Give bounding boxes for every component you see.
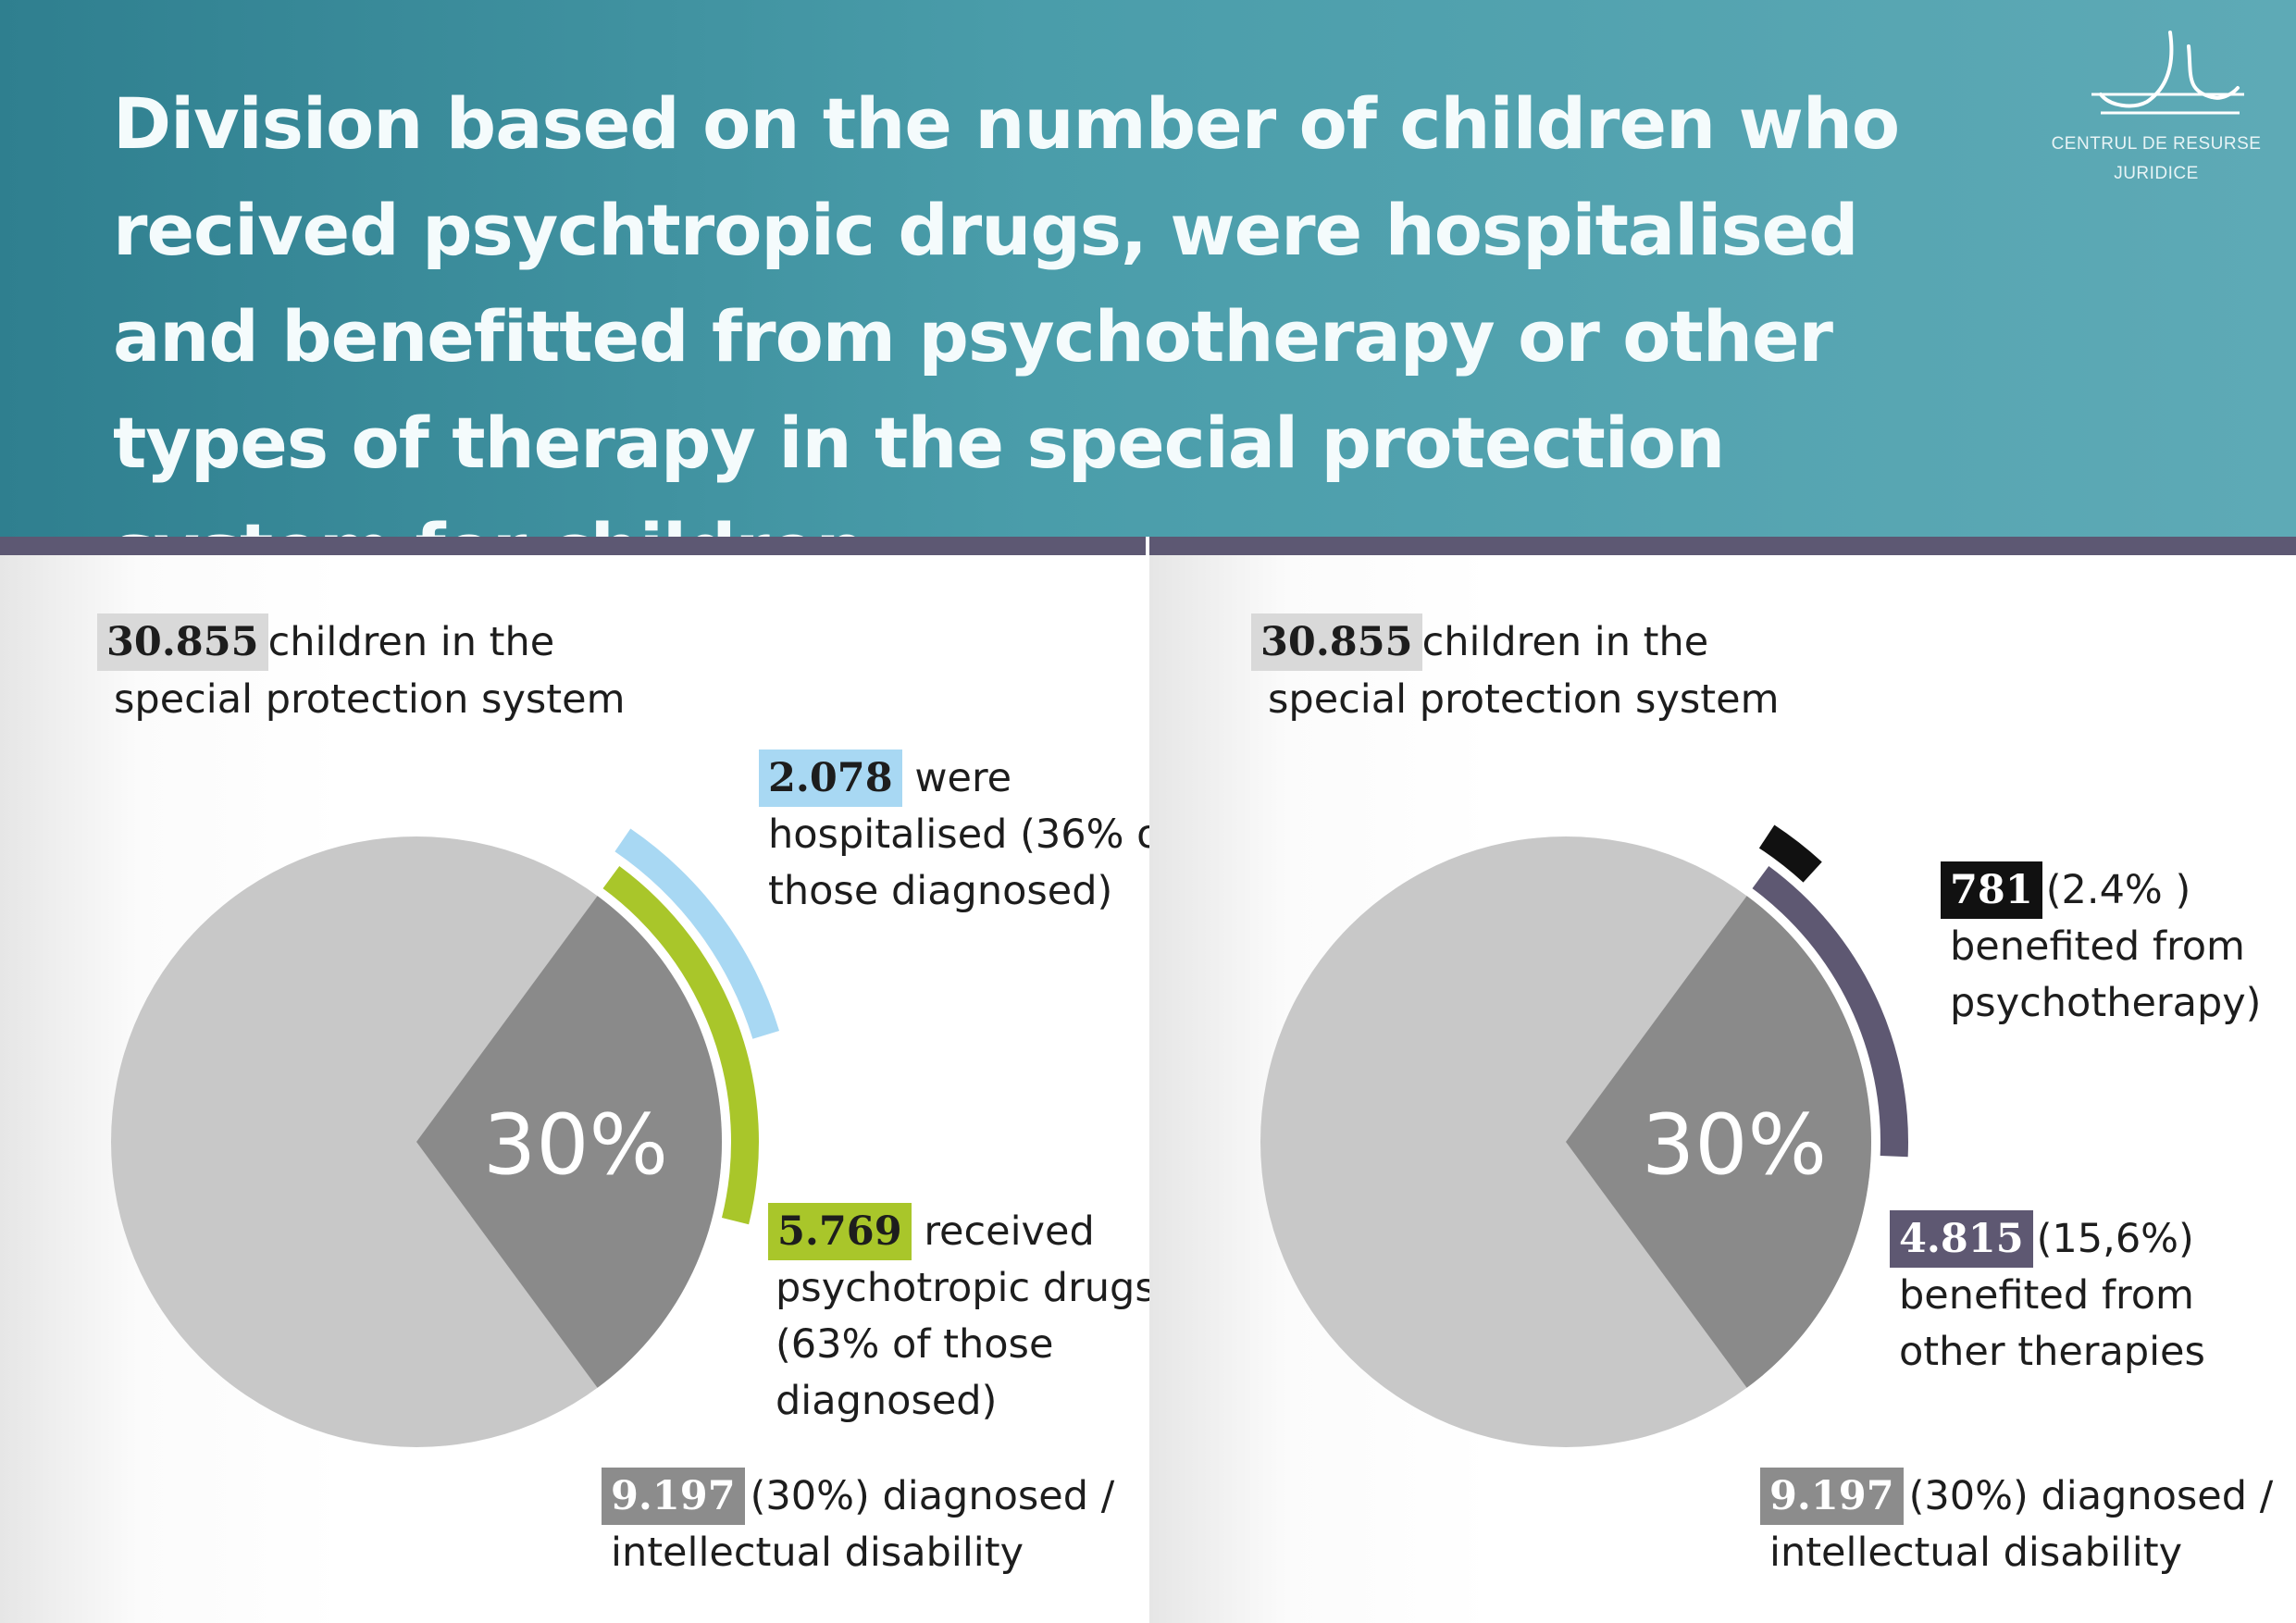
left-panel: 30% 30.855 children in the special protec… <box>0 555 1175 1623</box>
arc-hospitalised <box>614 828 780 1039</box>
page-title: Division based on the number of children… <box>113 82 1900 590</box>
diagnosed-text-1: (30%) diagnosed / <box>750 1473 1115 1519</box>
psychotherapy-text-1: (2.4% ) <box>2045 867 2191 913</box>
pie-slice-diagnosed <box>416 896 722 1388</box>
other-therapies-text-3: other therapies <box>1899 1329 2205 1375</box>
diagnosed-label: 9.197 (30%) diagnosed / intellectual disa… <box>602 1468 1114 1581</box>
right-panel: 30% 30.855 children in the special protec… <box>1149 555 2295 1623</box>
right-chart: 30% <box>1260 824 1908 1447</box>
logo-line-2: JURIDICE <box>2114 164 2199 183</box>
diagnosed-text-2: intellectual disability <box>611 1530 1024 1576</box>
drugs-text-2: psychotropic drugs <box>776 1265 1156 1311</box>
psychotherapy-number: 781 <box>1941 861 2042 919</box>
logo-line-1: CENTRUL DE RESURSE <box>2051 134 2262 154</box>
arc-psychotropic-drugs <box>602 865 759 1225</box>
pie-slice-diagnosed <box>1566 896 1871 1388</box>
diagnosed-number: 9.197 <box>1760 1468 1904 1525</box>
diagnosed-text-1: (30%) diagnosed / <box>1908 1473 2274 1519</box>
hospitalised-label: 2.078 were hospitalised (36% of those di… <box>759 750 1175 920</box>
total-text-2: special protection system <box>114 676 626 723</box>
drugs-label: 5.769 received psychotropic drugs (63% o… <box>768 1203 1156 1430</box>
drugs-text-1: received <box>924 1208 1095 1255</box>
hospitalised-text-3: those diagnosed) <box>768 868 1113 914</box>
psychotherapy-text-3: psychotherapy) <box>1950 980 2262 1026</box>
psychotherapy-text-2: benefited from <box>1950 923 2245 970</box>
hospitalised-text-2: hospitalised (36% of <box>768 812 1175 858</box>
arc-other-therapies <box>1752 865 1908 1158</box>
drugs-text-3: (63% of those <box>776 1321 1054 1368</box>
total-text-2: special protection system <box>1268 676 1780 723</box>
total-text-1: children in the <box>1421 619 1709 665</box>
pie-percent-label: 30% <box>1642 1096 1827 1194</box>
logo-mark-icon <box>2091 31 2244 115</box>
other-therapies-label: 4.815 (15,6%) benefited from other therap… <box>1890 1210 2205 1381</box>
other-therapies-text-2: benefited from <box>1899 1272 2194 1319</box>
drugs-number: 5.769 <box>768 1203 912 1260</box>
pie-percent-label: 30% <box>483 1096 668 1194</box>
diagnosed-text-2: intellectual disability <box>1769 1530 2183 1576</box>
total-text-1: children in the <box>267 619 555 665</box>
stripe-divider <box>1146 537 1149 555</box>
psychotherapy-label: 781 (2.4% ) benefited from psychotherapy) <box>1941 861 2261 1032</box>
diagnosed-label: 9.197 (30%) diagnosed / intellectual disa… <box>1760 1468 2273 1581</box>
diagnosed-number: 9.197 <box>602 1468 745 1525</box>
hospitalised-text-1: were <box>914 755 1012 801</box>
left-chart: 30% <box>111 828 780 1447</box>
total-label: 30.855 children in the special protection… <box>97 613 626 728</box>
arc-psychotherapy <box>1758 824 1822 883</box>
hospitalised-number: 2.078 <box>759 750 902 807</box>
drugs-text-4: diagnosed) <box>776 1378 998 1424</box>
header-banner: Division based on the number of children… <box>0 0 2296 590</box>
total-number: 30.855 <box>1251 613 1422 671</box>
logo-text: CENTRUL DE RESURSE JURIDICE <box>2036 130 2277 189</box>
total-number: 30.855 <box>97 613 268 671</box>
logo: CENTRUL DE RESURSE JURIDICE <box>2036 28 2277 185</box>
other-therapies-number: 4.815 <box>1890 1210 2033 1268</box>
other-therapies-text-1: (15,6%) <box>2036 1216 2194 1262</box>
total-label: 30.855 children in the special protection… <box>1251 613 1780 728</box>
